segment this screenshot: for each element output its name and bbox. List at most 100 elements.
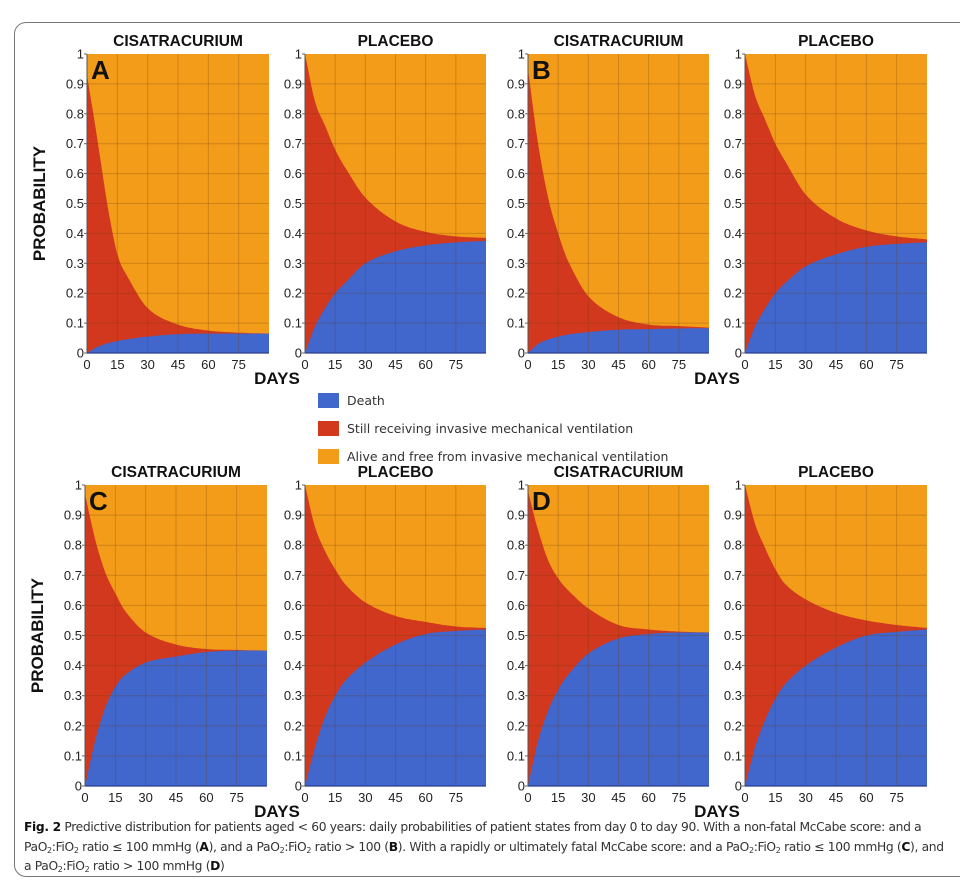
x-tick-label: 60 — [418, 790, 432, 805]
x-tick-label: 30 — [358, 790, 372, 805]
y-tick-label: 0.7 — [284, 136, 302, 151]
y-tick-label: 0.4 — [66, 226, 84, 241]
caption-panel-ref: B — [388, 839, 398, 854]
y-tick-label: 0.9 — [64, 508, 82, 523]
area-still-ventilated — [87, 74, 269, 354]
y-tick-label: 0.6 — [724, 166, 742, 181]
y-tick-label: 0 — [735, 779, 742, 794]
x-tick-label: 15 — [328, 790, 342, 805]
panel-letter: B — [532, 55, 551, 85]
x-tick-label: 0 — [524, 790, 531, 805]
caption-text: ). With a rapidly or ultimately fatal Mc… — [397, 839, 750, 854]
y-tick-label: 0.7 — [724, 568, 742, 583]
x-tick-label: 0 — [301, 790, 308, 805]
x-tick-label: 75 — [449, 790, 463, 805]
x-tick-label: 45 — [388, 790, 402, 805]
y-tick-label: 0.9 — [66, 76, 84, 91]
legend-label-free: Alive and free from invasive mechanical … — [347, 448, 669, 464]
y-tick-label: 0.7 — [507, 568, 525, 583]
panel-title: PLACEBO — [358, 33, 434, 50]
caption-subscript: 2 — [748, 845, 754, 855]
y-tick-label: 0.8 — [724, 106, 742, 121]
y-tick-label: 0.4 — [507, 658, 525, 673]
x-tick-label: 0 — [83, 357, 90, 372]
y-axis-title: PROBABILITY — [30, 145, 49, 261]
y-tick-label: 0.5 — [284, 628, 302, 643]
y-tick-label: 0 — [518, 779, 525, 794]
caption-subscript: 2 — [775, 845, 781, 855]
y-tick-label: 0.1 — [507, 748, 525, 763]
x-tick-label: 0 — [524, 357, 531, 372]
y-tick-label: 0.9 — [507, 76, 525, 91]
y-tick-label: 0.1 — [64, 748, 82, 763]
y-tick-label: 0.6 — [507, 166, 525, 181]
x-tick-label: 75 — [889, 790, 903, 805]
caption-label: Fig. 2 — [24, 820, 61, 834]
y-tick-label: 0.6 — [284, 166, 302, 181]
x-tick-label: 75 — [449, 357, 463, 372]
y-tick-label: 1 — [518, 478, 525, 493]
y-tick-label: 0.4 — [507, 226, 525, 241]
legend-swatch-death — [318, 392, 339, 408]
y-tick-label: 0.1 — [507, 316, 525, 331]
caption-text: ratio ≤ 100 mmHg ( — [780, 839, 902, 854]
caption-subscript: 2 — [279, 845, 285, 855]
x-tick-label: 75 — [231, 357, 245, 372]
y-tick-label: 0.4 — [724, 226, 742, 241]
y-tick-label: 0.1 — [66, 316, 84, 331]
x-tick-label: 60 — [641, 357, 655, 372]
y-tick-label: 0.2 — [507, 718, 525, 733]
x-tick-label: 15 — [328, 357, 342, 372]
legend-swatch-free — [318, 448, 339, 464]
legend: Death Still receiving invasive mechanica… — [318, 386, 668, 470]
y-tick-label: 0.2 — [507, 286, 525, 301]
y-tick-label: 0.7 — [507, 136, 525, 151]
y-tick-label: 1 — [518, 47, 525, 62]
x-tick-label: 45 — [829, 790, 843, 805]
panel-title: CISATRACURIUM — [113, 33, 243, 50]
figure-frame — [14, 22, 960, 877]
x-tick-label: 45 — [829, 357, 843, 372]
y-tick-label: 0.3 — [64, 688, 82, 703]
legend-label-death: Death — [347, 392, 385, 408]
legend-item-ventilated: Still receiving invasive mechanical vent… — [318, 414, 668, 442]
x-tick-label: 45 — [388, 357, 402, 372]
y-tick-label: 0 — [295, 346, 302, 361]
x-axis-title: DAYS — [254, 802, 300, 821]
x-tick-label: 75 — [672, 790, 686, 805]
x-tick-label: 30 — [140, 357, 154, 372]
y-tick-label: 0.7 — [724, 136, 742, 151]
x-axis-title: DAYS — [254, 369, 300, 388]
y-tick-label: 1 — [77, 47, 84, 62]
y-tick-label: 0.5 — [724, 628, 742, 643]
caption-panel-ref: A — [199, 839, 209, 854]
panel-letter: A — [91, 55, 110, 85]
y-tick-label: 0.4 — [724, 658, 742, 673]
x-tick-label: 0 — [741, 357, 748, 372]
y-tick-label: 0.8 — [66, 106, 84, 121]
y-tick-label: 0.5 — [507, 196, 525, 211]
y-tick-label: 0.1 — [724, 748, 742, 763]
x-tick-label: 15 — [551, 790, 565, 805]
x-tick-label: 45 — [611, 357, 625, 372]
x-tick-label: 15 — [108, 790, 122, 805]
panel-title: PLACEBO — [798, 33, 874, 50]
panel-title: PLACEBO — [798, 464, 874, 481]
y-tick-label: 0.2 — [724, 286, 742, 301]
y-tick-label: 0.4 — [284, 658, 302, 673]
caption-subscript: 2 — [73, 845, 79, 855]
x-tick-label: 60 — [859, 357, 873, 372]
y-tick-label: 1 — [295, 47, 302, 62]
caption-text: ratio > 100 mmHg ( — [89, 859, 211, 873]
caption-panel-ref: D — [210, 859, 221, 873]
x-tick-label: 15 — [768, 357, 782, 372]
caption-text: ), and a PaO — [24, 839, 944, 874]
caption-subscript: 2 — [84, 865, 90, 874]
area-death — [745, 242, 927, 353]
caption-text: Predictive distribution for patients age… — [24, 820, 922, 854]
y-tick-label: 0.1 — [284, 748, 302, 763]
y-tick-label: 0.1 — [284, 316, 302, 331]
y-tick-label: 0.8 — [507, 106, 525, 121]
y-tick-label: 0.5 — [724, 196, 742, 211]
y-tick-label: 1 — [75, 478, 82, 493]
